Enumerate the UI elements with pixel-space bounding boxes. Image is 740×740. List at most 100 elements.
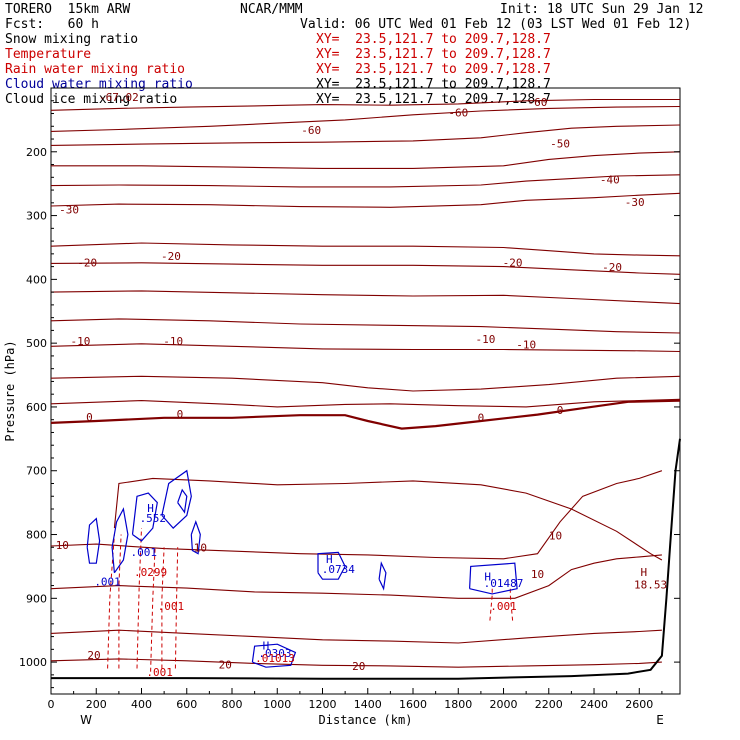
temperature-contour	[50, 398, 681, 408]
contour-label: -40	[600, 174, 620, 187]
x-tick-label: 2000	[490, 698, 518, 711]
temperature-contour	[50, 242, 681, 257]
contour-label: 10	[194, 542, 207, 555]
y-tick-label: 900	[26, 592, 47, 605]
x-tick-label: 2400	[580, 698, 608, 711]
x-tick-label: 2600	[625, 698, 653, 711]
x-axis-label: Distance (km)	[319, 713, 413, 727]
contour-label: 20	[352, 660, 365, 673]
contour-label: -20	[602, 261, 622, 274]
rain-contour	[107, 534, 115, 669]
temperature-contour	[50, 290, 681, 305]
contour-label: .01487	[484, 577, 524, 590]
field-xy-rain: XY= 23.5,121.7 to 209.7,128.7	[316, 62, 551, 77]
contour-label: -30	[59, 204, 79, 217]
rain-contour	[489, 585, 493, 621]
contour-label: H	[147, 502, 154, 515]
contour-label: .0734	[322, 563, 355, 576]
temperature-contour	[50, 629, 662, 644]
contour-label: -60	[448, 107, 468, 120]
y-axis-label: Pressure (hPa)	[3, 340, 17, 441]
field-xy-temperature: XY= 23.5,121.7 to 209.7,128.7	[316, 47, 551, 62]
contour-label: 0	[177, 408, 184, 421]
temperature-contour	[50, 105, 681, 132]
cloud-water-contour	[469, 562, 518, 595]
x-tick-label: 200	[86, 698, 107, 711]
cloud-water-contour	[251, 643, 297, 668]
forecast-hour: Fcst: 60 h	[5, 17, 99, 32]
contour-label: .0303	[258, 647, 291, 660]
y-tick-label: 600	[26, 401, 47, 414]
y-tick-label: 400	[26, 273, 47, 286]
contour-label: -50	[550, 137, 570, 150]
contour-label: 0	[557, 404, 564, 417]
temperature-contour	[50, 554, 662, 599]
contour-label: -10	[163, 335, 183, 348]
contour-label: H	[263, 639, 270, 652]
rain-contour	[118, 534, 122, 669]
x-tick-label: 1200	[309, 698, 337, 711]
contour-label: 18.53	[634, 579, 667, 592]
y-tick-label: 200	[26, 146, 47, 159]
cloud-water-contour	[111, 507, 129, 574]
field-name-temperature: Temperature	[5, 47, 92, 62]
temperature-contour	[50, 375, 681, 392]
x-tick-label: 1600	[399, 698, 427, 711]
cloud-water-contour	[190, 520, 201, 555]
org-label: NCAR/MMM	[240, 2, 303, 17]
x-tick-label: 0	[48, 698, 55, 711]
y-tick-label: 500	[26, 337, 47, 350]
temperature-contour	[50, 343, 681, 353]
x-tick-label: 1400	[354, 698, 382, 711]
contour-label: -60	[301, 124, 321, 137]
temperature-contour	[50, 98, 680, 111]
field-xy-snow: XY= 23.5,121.7 to 209.7,128.7	[316, 32, 551, 47]
temperature-contour	[50, 262, 681, 275]
temperature-contour	[50, 318, 681, 334]
x-tick-label: 2200	[535, 698, 563, 711]
valid-time: Valid: 06 UTC Wed 01 Feb 12 (03 LST Wed …	[300, 17, 692, 32]
y-tick-label: 1000	[19, 656, 47, 669]
field-xy-cloud-ice: XY= 23.5,121.7 to 209.7,128.7	[316, 92, 551, 107]
temperature-contour	[51, 151, 681, 169]
contour-label: .01013	[255, 652, 295, 665]
temperature-contour	[50, 174, 681, 188]
temperature-contour	[50, 124, 681, 146]
contour-label: .001	[146, 666, 173, 679]
field-name-cloud-ice: Cloud ice mixing ratio	[5, 92, 178, 107]
contour-label: 10	[531, 568, 544, 581]
contour-label: .001	[94, 576, 121, 589]
temperature-contour	[50, 399, 681, 430]
temperature-contour	[113, 477, 663, 561]
cloud-water-contour	[86, 517, 101, 564]
y-tick-label: 300	[26, 210, 47, 223]
contour-label: 20	[87, 649, 100, 662]
contour-label: 0	[86, 411, 93, 424]
contour-label: 10	[56, 539, 69, 552]
contour-label: 10	[549, 530, 562, 543]
x-tick-label: 1800	[444, 698, 472, 711]
west-label: W	[80, 713, 92, 727]
east-label: E	[656, 713, 664, 727]
field-name-snow: Snow mixing ratio	[5, 32, 139, 47]
contour-label: -60	[528, 96, 548, 109]
rain-contour	[150, 547, 156, 672]
init-time: Init: 18 UTC Sun 29 Jan 12	[500, 2, 704, 17]
contour-label: 20	[219, 658, 232, 671]
cloud-water-contour	[378, 561, 387, 591]
x-tick-label: 800	[222, 698, 243, 711]
contour-label: 0	[478, 412, 485, 425]
contour-label: -30	[625, 196, 645, 209]
x-tick-label: 600	[176, 698, 197, 711]
contour-label: -20	[77, 257, 97, 270]
plot-frame	[50, 87, 681, 695]
cloud-water-contour	[161, 469, 192, 529]
temperature-contour	[50, 470, 663, 560]
rain-contour	[136, 528, 142, 669]
model-title: TORERO 15km ARW	[5, 2, 131, 17]
cloud-water-contour	[177, 488, 188, 514]
contour-label: -20	[161, 250, 181, 263]
contour-label: -10	[516, 338, 536, 351]
contour-label: .0299	[134, 566, 167, 579]
